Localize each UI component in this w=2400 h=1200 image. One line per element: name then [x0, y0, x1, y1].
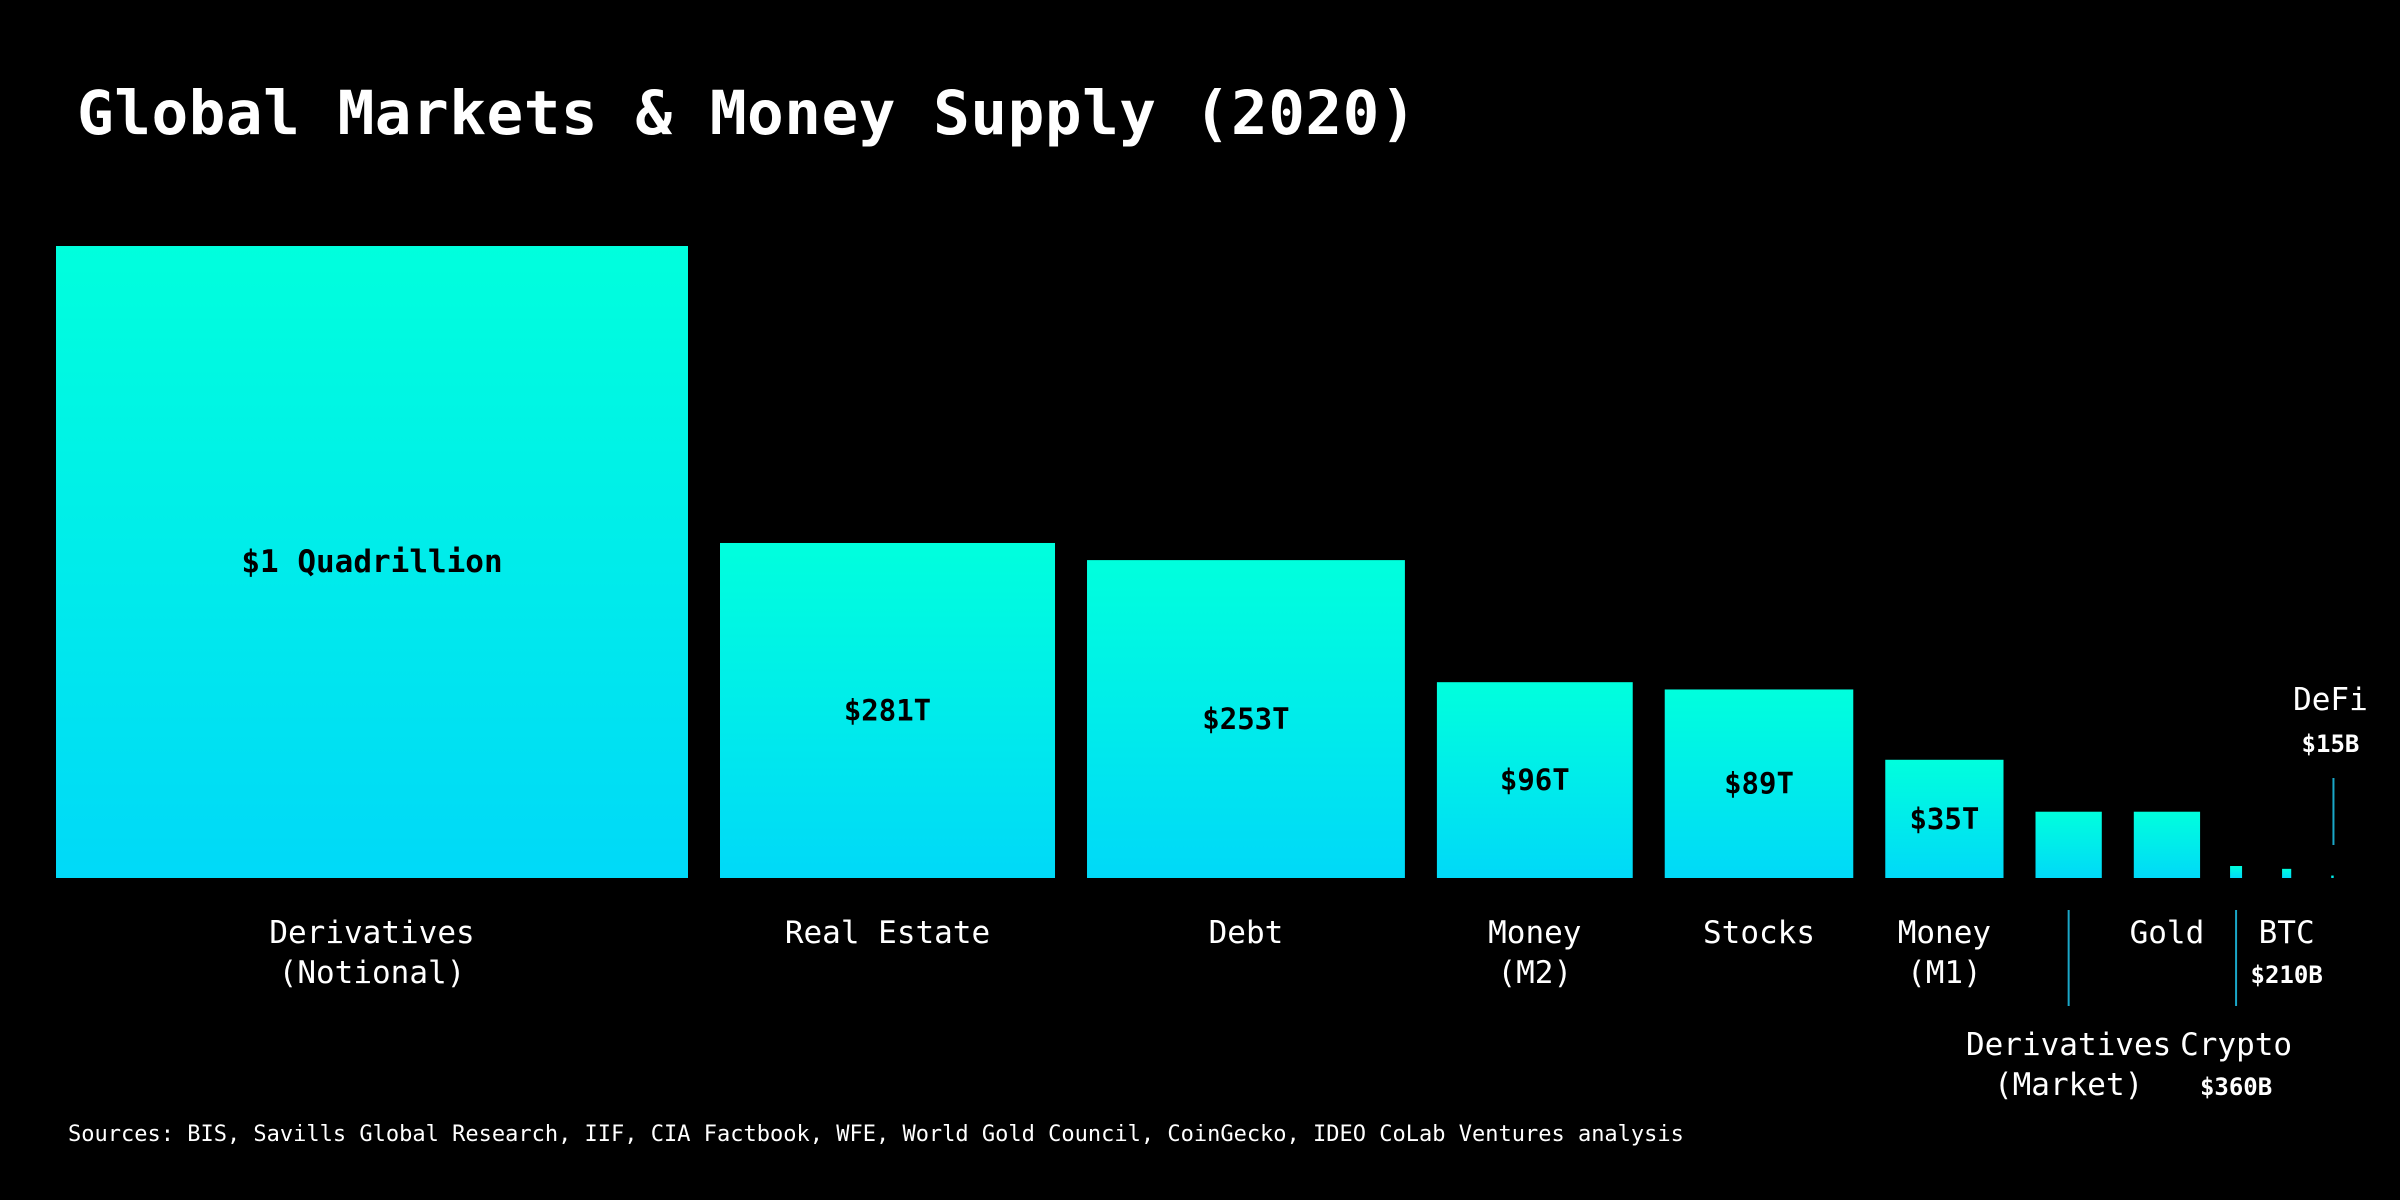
category-label-gold: Gold	[2130, 915, 2205, 951]
bar-stocks	[1664, 689, 1854, 878]
bar-value-stocks: $89T	[1724, 767, 1794, 801]
bar-gold	[2133, 811, 2201, 878]
bar-money-m2	[1436, 682, 1633, 878]
bar-value-btc: $210B	[2251, 961, 2323, 989]
bar-crypto	[2230, 866, 2243, 878]
category-label-derivatives-market: Derivatives	[1966, 1027, 2171, 1063]
bar-real-estate	[720, 542, 1056, 878]
bar-btc	[2282, 868, 2292, 878]
bar-value-debt: $253T	[1202, 702, 1289, 736]
bar-defi	[2331, 875, 2334, 878]
bar-value-money-m2: $96T	[1500, 763, 1570, 797]
category-label-real-estate: Real Estate	[785, 915, 990, 951]
bar-value-real-estate: $281T	[844, 693, 931, 727]
bar-debt	[1087, 560, 1405, 878]
bar-derivatives-market	[2035, 811, 2102, 878]
category-label-btc: BTC	[2259, 915, 2315, 951]
bar-value-crypto: $360B	[2200, 1073, 2272, 1101]
category-label-defi: DeFi	[2293, 682, 2368, 718]
category-label-money-m1: Money	[1898, 915, 1991, 951]
bar-derivatives-notional	[56, 246, 688, 878]
category-label-derivatives-notional: Derivatives	[269, 915, 474, 951]
category-label-money-m2: (M2)	[1497, 955, 1572, 991]
category-label-money-m2: Money	[1488, 915, 1581, 951]
category-label-derivatives-market: (Market)	[1994, 1067, 2143, 1103]
bar-value-defi: $15B	[2302, 730, 2360, 758]
bar-value-money-m1: $35T	[1909, 802, 1979, 836]
category-label-crypto: Crypto	[2180, 1027, 2292, 1063]
bar-money-m1	[1885, 759, 2004, 878]
category-label-debt: Debt	[1209, 915, 1284, 951]
category-label-stocks: Stocks	[1703, 915, 1815, 951]
category-label-money-m1: (M1)	[1907, 955, 1982, 991]
sources-note: Sources: BIS, Savills Global Research, I…	[68, 1122, 1684, 1147]
category-label-derivatives-notional: (Notional)	[279, 955, 466, 991]
chart-title: Global Markets & Money Supply (2020)	[77, 78, 1418, 149]
bar-value-derivatives-notional: $1 Quadrillion	[241, 544, 502, 580]
